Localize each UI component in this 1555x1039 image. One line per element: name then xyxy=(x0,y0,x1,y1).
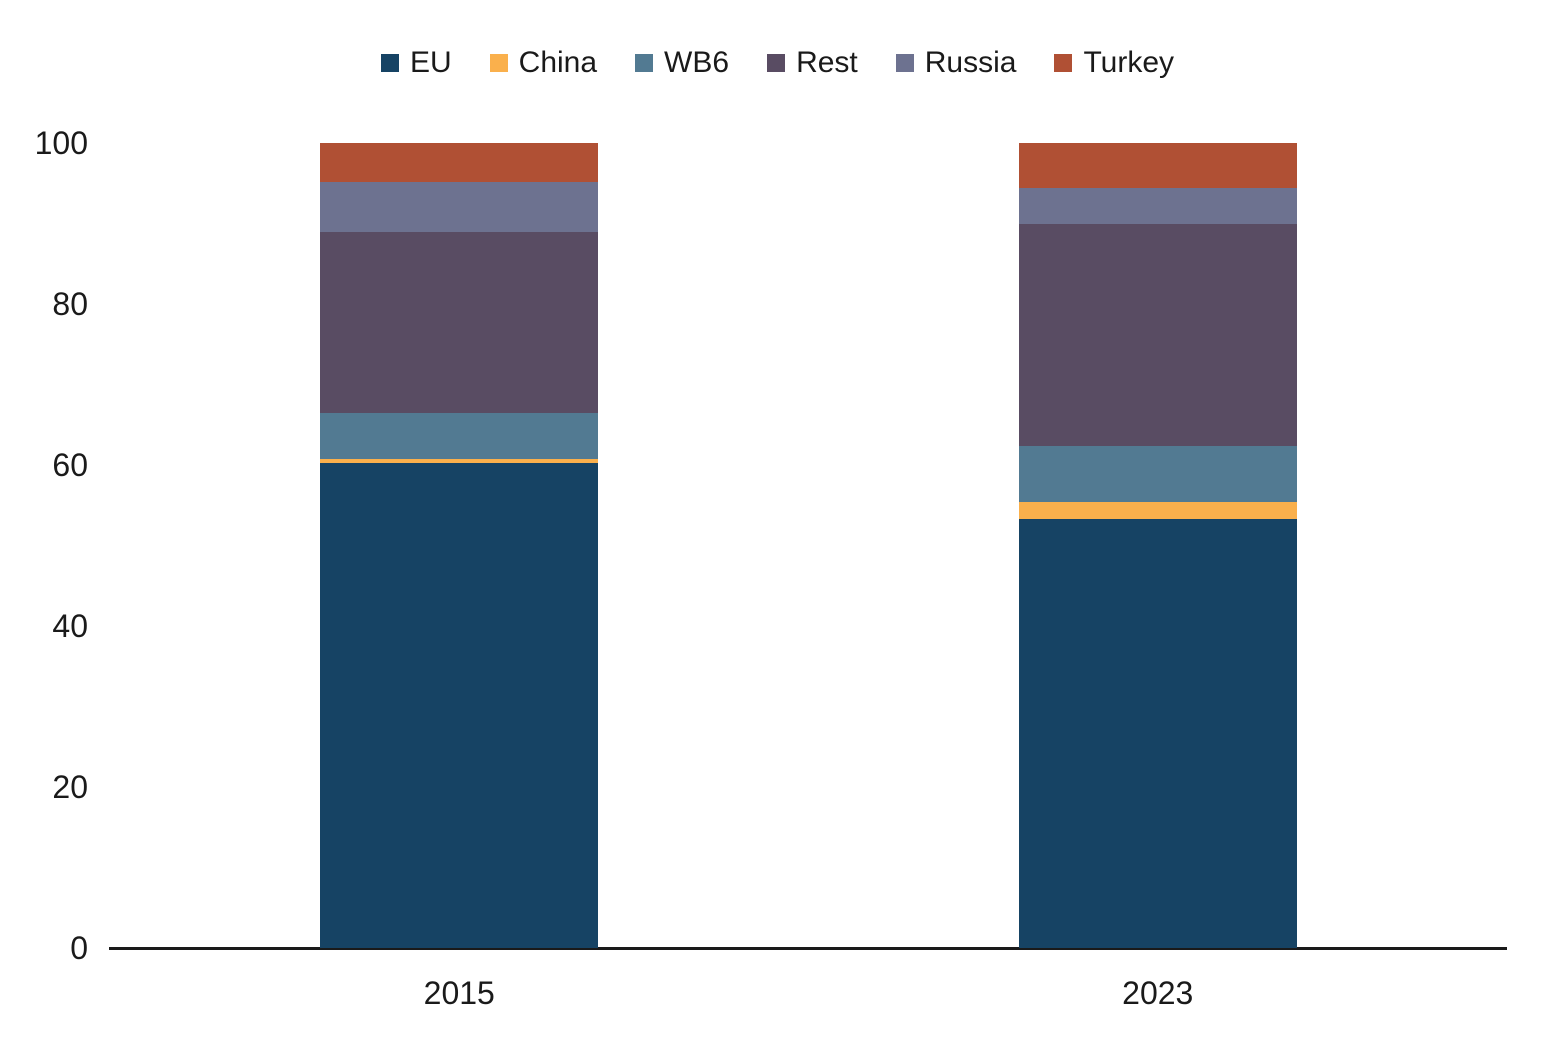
legend-item-eu: EU xyxy=(380,46,452,80)
y-axis-tick-label: 80 xyxy=(52,286,88,322)
legend-swatch-icon xyxy=(895,54,914,72)
legend-label: Rest xyxy=(796,46,858,79)
y-axis-tick-label: 100 xyxy=(34,125,88,161)
y-axis-tick-label: 60 xyxy=(52,447,88,483)
legend-label: WB6 xyxy=(664,46,730,79)
x-axis-label-2023: 2023 xyxy=(1122,975,1194,1011)
legend-swatch-icon xyxy=(635,54,654,72)
bar-segment-eu-2023 xyxy=(1018,518,1297,948)
legend-swatch-icon xyxy=(1054,54,1073,72)
bar-segment-china-2015 xyxy=(320,459,599,464)
bar-segment-wb6-2015 xyxy=(320,412,599,460)
bar-2015 xyxy=(320,143,599,948)
legend-item-turkey: Turkey xyxy=(1054,46,1174,80)
legend-swatch-icon xyxy=(489,54,508,72)
legend-label: EU xyxy=(409,46,452,79)
legend-label: Russia xyxy=(924,46,1017,79)
bar-segment-china-2023 xyxy=(1018,502,1297,519)
legend-item-wb6: WB6 xyxy=(635,46,729,80)
y-axis-tick-label: 0 xyxy=(70,930,88,966)
legend-item-rest: Rest xyxy=(767,46,858,80)
x-axis-line xyxy=(109,947,1507,950)
legend-label: China xyxy=(518,46,598,79)
chart-legend: EU China WB6 Rest Russia Turkey xyxy=(0,46,1555,80)
legend-item-russia: Russia xyxy=(895,46,1017,80)
bar-segment-wb6-2023 xyxy=(1018,445,1297,503)
legend-item-china: China xyxy=(489,46,598,80)
bar-segment-rest-2023 xyxy=(1018,224,1297,446)
bar-segment-turkey-2015 xyxy=(320,143,599,182)
x-axis-label-2015: 2015 xyxy=(423,975,495,1011)
y-axis-tick-label: 40 xyxy=(52,608,88,644)
y-axis-tick-label: 20 xyxy=(52,769,88,805)
bar-segment-rest-2015 xyxy=(320,232,599,413)
bar-segment-turkey-2023 xyxy=(1018,143,1297,189)
bar-segment-eu-2015 xyxy=(320,463,599,948)
bar-2023 xyxy=(1018,143,1297,948)
legend-swatch-icon xyxy=(767,54,786,72)
bar-segment-russia-2023 xyxy=(1018,188,1297,225)
legend-label: Turkey xyxy=(1083,46,1175,79)
bar-segment-russia-2015 xyxy=(320,181,599,233)
legend-swatch-icon xyxy=(380,54,399,72)
